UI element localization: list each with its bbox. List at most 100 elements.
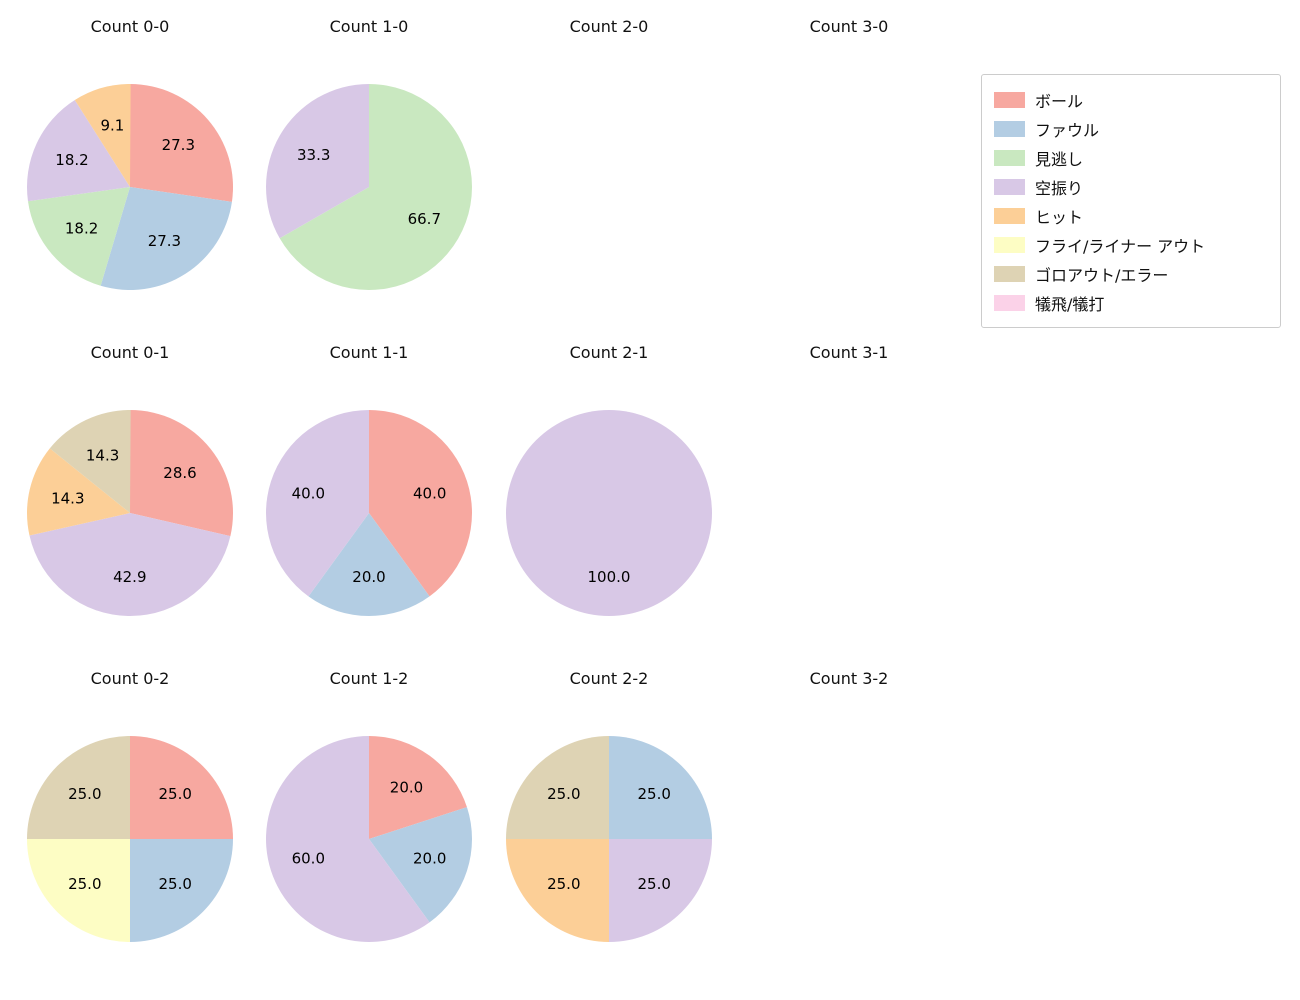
chart-title: Count 1-2: [329, 669, 409, 688]
chart-cell-count-1-2: Count 1-2 20.0 20.0 60.0: [264, 666, 474, 944]
chart-title: Count 1-0: [329, 17, 409, 36]
legend-swatch-foul: [994, 120, 1025, 137]
pie-count-3-0: [744, 82, 954, 292]
pie-slice-label: 33.3: [297, 146, 330, 164]
pie-slice-swinging_strike: [266, 410, 369, 597]
pie-slice-label: 20.0: [390, 778, 423, 796]
chart-title: Count 3-1: [809, 343, 889, 362]
pie-count-2-0: [504, 82, 714, 292]
legend-item-hit: ヒット: [994, 201, 1268, 230]
pie-slice-swinging_strike: [506, 410, 712, 616]
pie-slice-swinging_strike: [265, 736, 430, 942]
pie-slice-label: 42.9: [113, 568, 146, 586]
pie-count-1-0: 66.7 33.3: [266, 84, 473, 290]
pie-slice-label: 18.2: [55, 151, 88, 169]
pie-slice-called_strike: [279, 84, 473, 290]
pie-slice-label: 25.0: [158, 875, 191, 893]
chart-title: Count 2-2: [569, 669, 649, 688]
pie-slice-label: 27.3: [162, 136, 195, 154]
pie-slice-ball: [130, 410, 234, 537]
chart-title: Count 0-2: [90, 669, 170, 688]
legend-item-sac_fly_bunt: 犠飛/犠打: [994, 288, 1268, 317]
pie-slice-swinging_strike: [29, 513, 231, 617]
legend-label: 見逃し: [1035, 149, 1084, 169]
pie-count-3-1: [744, 408, 954, 618]
pie-slice-label: 66.7: [408, 210, 441, 228]
pie-slice-label: 20.0: [413, 850, 446, 868]
chart-cell-count-2-0: Count 2-0: [504, 14, 714, 292]
chart-title: Count 3-0: [809, 17, 889, 36]
legend-label: 空振り: [1035, 178, 1084, 198]
chart-cell-count-1-1: Count 1-1 40.0 20.0 40.0: [264, 340, 474, 618]
legend-swatch-ball: [994, 91, 1025, 108]
legend-label: ゴロアウト/エラー: [1035, 265, 1169, 285]
chart-cell-count-3-2: Count 3-2: [744, 666, 954, 944]
pie-slice-label: 25.0: [547, 785, 580, 803]
legend-label: フライ/ライナー アウト: [1035, 236, 1206, 256]
pie-slice-label: 40.0: [292, 484, 325, 502]
pie-slice-label: 25.0: [637, 875, 670, 893]
pie-count-0-0: 27.3 27.3 18.2 18.2 9.1: [26, 83, 234, 291]
legend-swatch-called_strike: [994, 149, 1025, 166]
pie-slice-label: 14.3: [86, 446, 119, 464]
pie-slice-ball: [130, 84, 234, 202]
legend-swatch-ground_out_error: [994, 265, 1025, 282]
pie-slice-label: 27.3: [148, 232, 181, 250]
chart-cell-count-3-1: Count 3-1: [744, 340, 954, 618]
legend-swatch-sac_fly_bunt: [994, 294, 1025, 311]
chart-cell-count-0-2: Count 0-2 25.0 25.0 25.0 25.0: [25, 666, 235, 944]
legend-items: ボールファウル見逃し空振りヒットフライ/ライナー アウト ゴロアウト/エラー 犠飛/…: [994, 85, 1268, 317]
pie-slice-called_strike: [27, 187, 131, 286]
legend: ボールファウル見逃し空振りヒットフライ/ライナー アウト ゴロアウト/エラー 犠飛/…: [981, 74, 1281, 328]
legend-item-ground_out_error: ゴロアウト/エラー: [994, 259, 1268, 288]
pie-slice-ground_out_error: [506, 736, 609, 839]
chart-cell-count-0-0: Count 0-0 27.3 27.3 18.2 18.2 9.1: [25, 14, 235, 292]
legend-swatch-swinging_strike: [994, 178, 1025, 195]
chart-title: Count 1-1: [329, 343, 409, 362]
legend-label: ボール: [1035, 91, 1084, 111]
pie-slice-ground_out_error: [27, 736, 130, 839]
legend-label: ファウル: [1035, 120, 1100, 140]
pie-slice-ground_out_error: [49, 409, 131, 513]
pie-slice-label: 25.0: [637, 785, 670, 803]
pie-slice-label: 60.0: [292, 850, 325, 868]
chart-title: Count 0-1: [90, 343, 170, 362]
pie-slice-hit: [27, 448, 130, 536]
legend-item-fly_liner_out: フライ/ライナー アウト: [994, 230, 1268, 259]
chart-title: Count 3-2: [809, 669, 889, 688]
pie-slice-hit: [74, 83, 131, 187]
legend-label: ヒット: [1035, 207, 1084, 227]
legend-swatch-hit: [994, 207, 1025, 224]
pie-slice-swinging_strike: [26, 100, 130, 202]
pie-slice-label: 28.6: [163, 464, 196, 482]
legend-swatch-fly_liner_out: [994, 236, 1025, 253]
pie-slice-hit: [506, 839, 609, 942]
pie-slice-foul: [369, 807, 473, 923]
pie-count-1-2: 20.0 20.0 60.0: [265, 736, 473, 942]
pie-slice-foul: [308, 513, 430, 616]
chart-cell-count-2-2: Count 2-2 25.0 25.0 25.0 25.0: [504, 666, 714, 944]
pie-slice-foul: [100, 187, 232, 291]
pie-slice-fly_liner_out: [27, 839, 130, 942]
pie-count-1-1: 40.0 20.0 40.0: [266, 410, 472, 616]
pie-slice-label: 25.0: [547, 875, 580, 893]
pie-slice-label: 20.0: [352, 568, 385, 586]
pie-slice-ball: [369, 410, 472, 597]
pie-slice-ball: [130, 736, 233, 839]
pie-slice-swinging_strike: [266, 84, 369, 239]
pie-slice-swinging_strike: [609, 839, 712, 942]
pie-slice-foul: [609, 736, 712, 839]
legend-item-swinging_strike: 空振り: [994, 172, 1268, 201]
legend-item-foul: ファウル: [994, 114, 1268, 143]
pie-slice-label: 40.0: [413, 484, 446, 502]
pie-slice-label: 25.0: [68, 785, 101, 803]
chart-cell-count-3-0: Count 3-0: [744, 14, 954, 292]
chart-cell-count-2-1: Count 2-1 100.0: [504, 340, 714, 618]
chart-title: Count 2-1: [569, 343, 649, 362]
legend-item-ball: ボール: [994, 85, 1268, 114]
chart-cell-count-1-0: Count 1-0 66.7 33.3: [264, 14, 474, 292]
pie-count-2-2: 25.0 25.0 25.0 25.0: [506, 736, 712, 942]
legend-label: 犠飛/犠打: [1035, 294, 1105, 314]
pie-slice-label: 25.0: [158, 785, 191, 803]
pie-slice-label: 18.2: [65, 220, 98, 238]
